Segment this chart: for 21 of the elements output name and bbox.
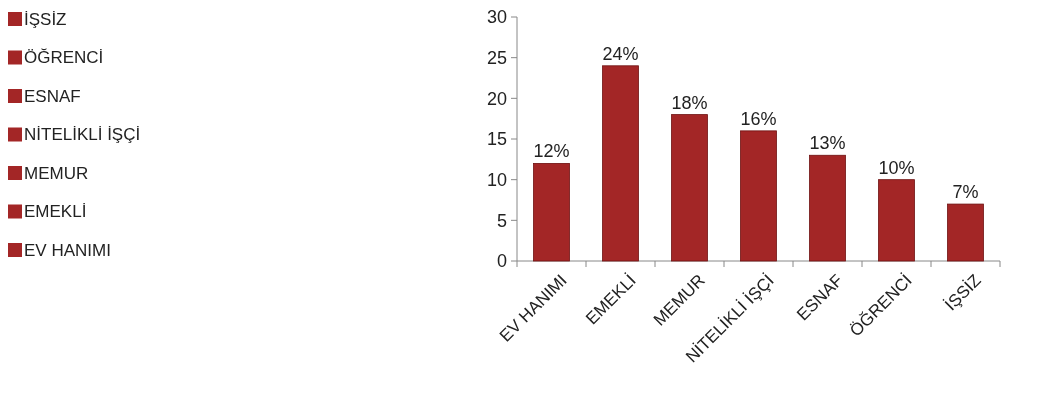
y-tick-label: 0 (496, 251, 507, 272)
category-label: MEMUR (24, 163, 89, 183)
y-tick-label: 5 (496, 210, 507, 231)
category-label: NİTELİKLİ İŞÇİ (24, 125, 141, 145)
data-label: 7% (952, 182, 979, 203)
data-label: 13% (809, 133, 846, 154)
category-label: ÖĞRENCİ (24, 48, 104, 68)
category-label: EV HANIMI (24, 240, 111, 260)
y-tick-label: 10 (486, 169, 507, 190)
category-label: İŞSİZ (24, 9, 67, 29)
y-tick-label: 25 (486, 47, 507, 68)
category-label: EMEKLİ (24, 202, 87, 222)
y-tick-label: 15 (486, 129, 507, 150)
category-label: ESNAF (24, 86, 81, 106)
y-tick-label: 30 (486, 7, 507, 28)
data-label: 12% (533, 141, 570, 162)
data-label: 24% (602, 43, 639, 64)
data-label: 18% (671, 92, 708, 113)
data-label: 16% (740, 108, 777, 129)
data-label: 10% (878, 157, 915, 178)
y-tick-label: 20 (486, 88, 507, 109)
